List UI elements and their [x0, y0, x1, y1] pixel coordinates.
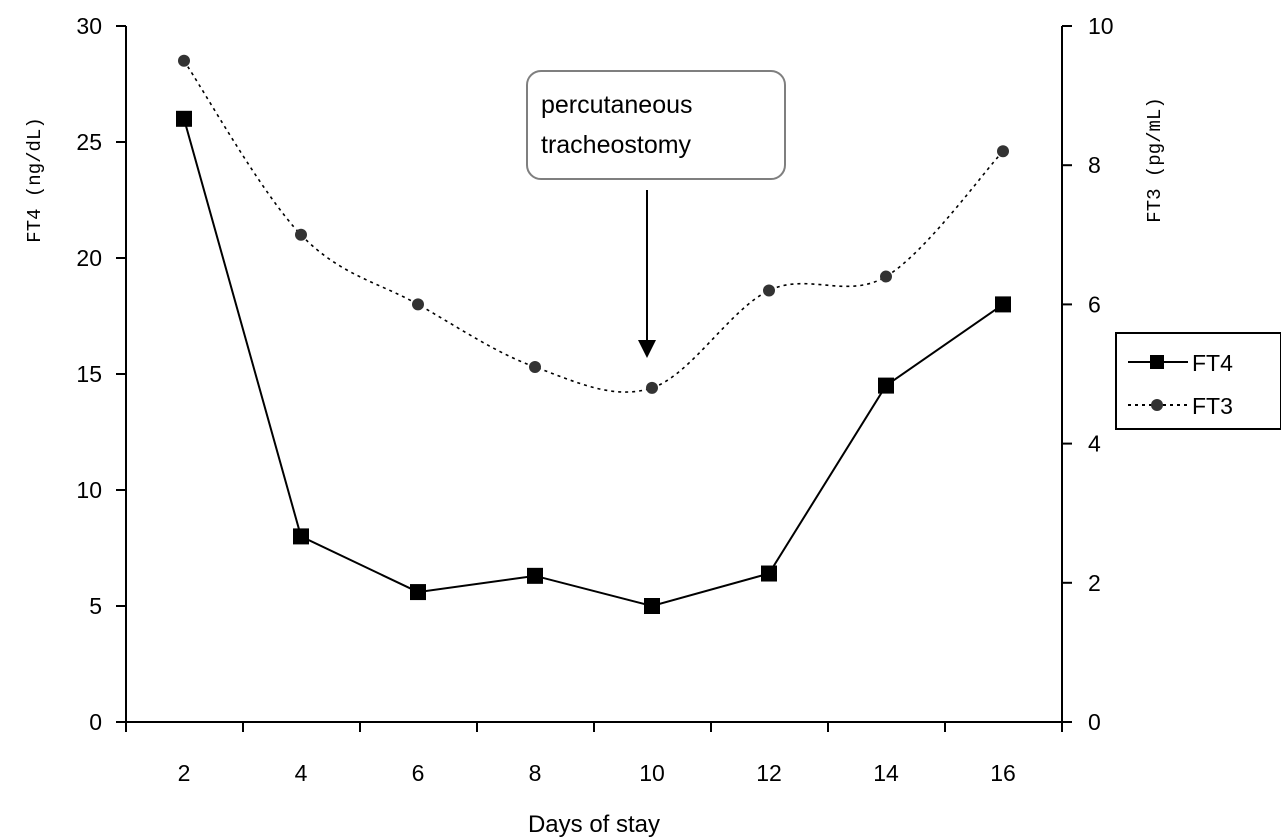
annotation-box: [526, 70, 786, 180]
annotation-line-1: percutaneous: [541, 91, 693, 119]
legend: FT4 FT3: [1115, 332, 1281, 430]
left-y-tick-label: 20: [76, 245, 102, 271]
right-y-ticks: 0 2 4 6 8 10: [1062, 13, 1114, 735]
x-tick-label: 8: [529, 760, 542, 786]
right-y-tick-label: 0: [1088, 709, 1101, 735]
ft4-point: [995, 296, 1011, 313]
x-axis-title: Days of stay: [528, 811, 660, 838]
legend-ft3-label: FT3: [1192, 393, 1233, 419]
x-tick-label: 10: [639, 760, 665, 786]
legend-ft4-marker: [1150, 355, 1164, 369]
ft3-point: [880, 270, 892, 283]
left-y-tick-label: 0: [89, 709, 102, 735]
left-y-tick-label: 5: [89, 593, 102, 619]
right-y-axis-title: FT3 (pg/mL): [1144, 97, 1166, 222]
right-y-tick-label: 6: [1088, 291, 1101, 317]
x-tick-label: 16: [990, 760, 1016, 786]
left-y-tick-label: 15: [76, 361, 102, 387]
right-y-tick-label: 4: [1088, 431, 1101, 457]
left-y-ticks: 0 5 10 15 20 25 30: [76, 13, 126, 735]
left-y-tick-label: 30: [76, 13, 102, 39]
ft4-point: [761, 565, 777, 582]
ft3-point: [412, 298, 424, 311]
ft4-point: [410, 584, 426, 601]
left-y-axis-title: FT4 (ng/dL): [24, 117, 46, 242]
legend-ft3-marker: [1151, 399, 1163, 411]
ft4-point: [644, 598, 660, 614]
right-y-tick-label: 2: [1088, 570, 1101, 596]
ft3-point: [295, 228, 307, 241]
ft4-point: [878, 377, 894, 394]
annotation-line-2: tracheostomy: [541, 131, 692, 159]
ft3-point: [997, 145, 1009, 158]
x-tick-label: 4: [295, 760, 308, 786]
ft4-point: [293, 528, 309, 545]
x-ticks: 2 4 6 8 10 12 14 16: [125, 722, 1063, 786]
legend-box: [1115, 332, 1281, 430]
ft4-point: [527, 567, 543, 584]
right-y-tick-label: 8: [1088, 152, 1101, 178]
left-y-tick-label: 25: [76, 129, 102, 155]
annotation-arrow-head: [638, 340, 656, 358]
series-ft3: [178, 54, 1009, 394]
annotation: percutaneous tracheostomy: [526, 70, 786, 358]
ft4-point: [176, 110, 192, 127]
ft3-point: [763, 284, 775, 297]
x-tick-label: 14: [873, 760, 899, 786]
x-tick-label: 12: [756, 760, 782, 786]
left-y-tick-label: 10: [76, 477, 102, 503]
right-y-tick-label: 10: [1088, 13, 1114, 39]
x-tick-label: 2: [178, 760, 191, 786]
ft3-point: [529, 361, 541, 374]
legend-ft4-label: FT4: [1192, 350, 1233, 376]
series-ft4: [176, 110, 1011, 614]
ft3-point: [178, 54, 190, 67]
x-tick-label: 6: [412, 760, 425, 786]
ft4-line: [183, 118, 1004, 608]
ft3-point: [646, 381, 658, 394]
